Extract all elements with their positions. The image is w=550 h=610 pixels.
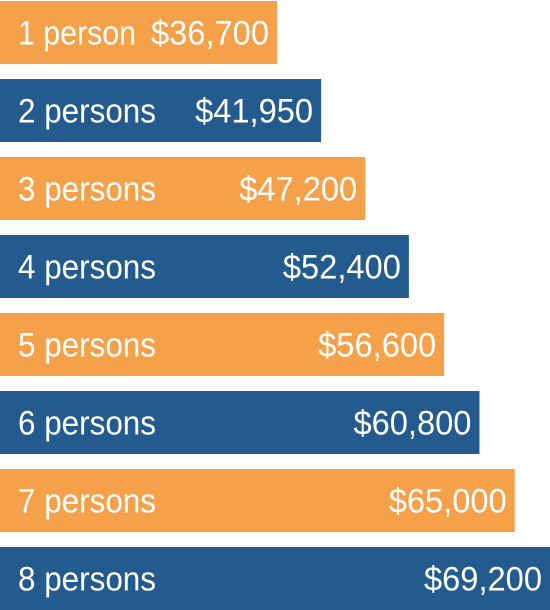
bar — [0, 313, 445, 376]
bar-group: 7 persons $65,000 — [0, 469, 515, 532]
bar-group: 4 persons $52,400 — [0, 235, 409, 298]
bar-group: 2 persons $41,950 — [0, 79, 322, 142]
value-label: $36,700 — [151, 15, 269, 53]
bar-group: 6 persons $60,800 — [0, 391, 480, 454]
category-label: 5 persons — [18, 327, 156, 365]
bar — [0, 79, 322, 142]
bar — [0, 547, 550, 610]
category-label: 6 persons — [18, 405, 156, 443]
bar-group: 1 person $36,700 — [0, 1, 277, 64]
bar-group: 5 persons $56,600 — [0, 313, 445, 376]
value-label: $56,600 — [318, 327, 436, 365]
bar — [0, 235, 409, 298]
value-label: $47,200 — [239, 171, 357, 209]
bar-group: 3 persons $47,200 — [0, 157, 366, 220]
bar — [0, 157, 366, 220]
category-label: 1 person — [18, 15, 136, 53]
category-label: 3 persons — [18, 171, 156, 209]
value-label: $52,400 — [283, 249, 401, 287]
value-label: $41,950 — [195, 93, 313, 131]
category-label: 4 persons — [18, 249, 156, 287]
value-label: $60,800 — [353, 405, 471, 443]
bar-group: 8 persons $69,200 — [0, 547, 550, 610]
value-label: $65,000 — [389, 483, 507, 521]
category-label: 8 persons — [18, 561, 156, 599]
category-label: 2 persons — [18, 93, 156, 131]
bar — [0, 391, 480, 454]
category-label: 7 persons — [18, 483, 156, 521]
value-label: $69,200 — [424, 561, 542, 599]
bar — [0, 1, 277, 64]
bar — [0, 469, 515, 532]
